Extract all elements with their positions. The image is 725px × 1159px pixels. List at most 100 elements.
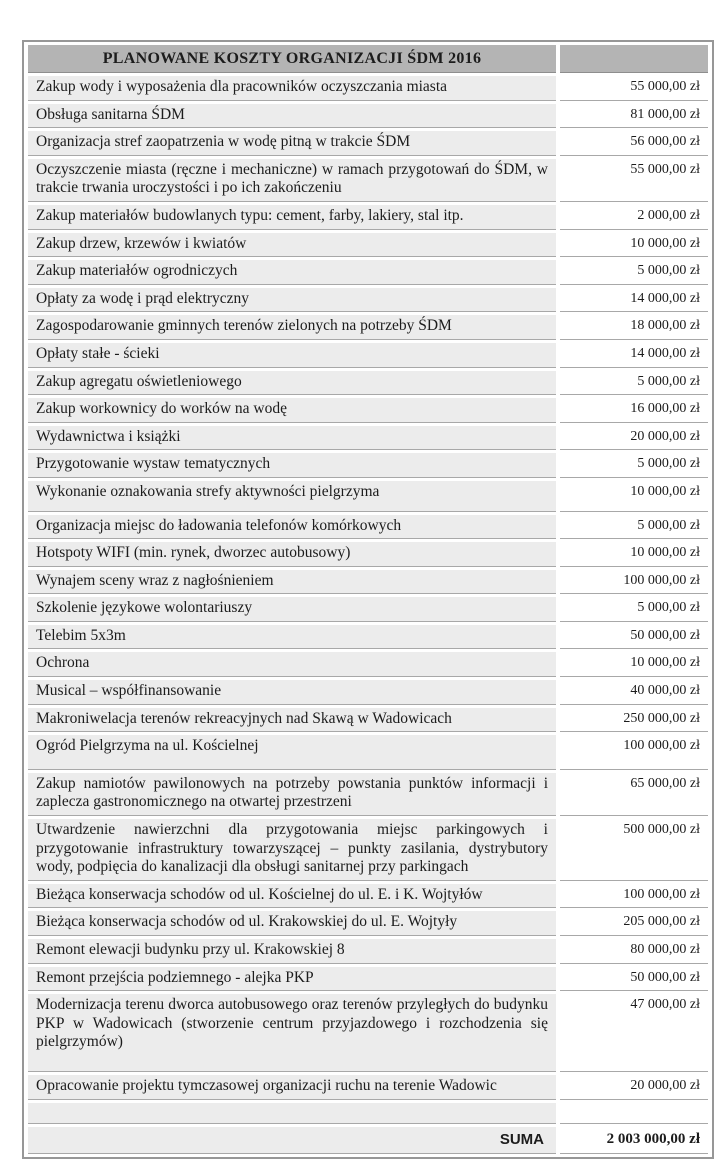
table-row: Makroniwelacja terenów rekreacyjnych nad… [28,707,708,733]
cost-row-amount: 14 000,00 zł [560,287,708,313]
cost-row-label: Musical – współfinansowanie [28,680,556,705]
table-row: Organizacja stref zaopatrzenia w wodę pi… [28,131,708,156]
cost-row-amount: 50 000,00 zł [560,624,708,650]
cost-row-label: Przygotowanie wystaw tematycznych [28,453,556,478]
table-row: Wynajem sceny wraz z nagłośnieniem 100 00… [28,569,708,595]
cost-row-label: Wynajem sceny wraz z nagłośnieniem [28,569,556,595]
cost-row-label: Bieżąca konserwacja schodów od ul. Kości… [28,883,556,909]
table-row: Zakup drzew, krzewów i kwiatów 10 000,00 … [28,232,708,258]
table-row: Opłaty stałe - ścieki 14 000,00 zł [28,342,708,368]
table-row: Zagospodarowanie gminnych terenów zielon… [28,315,708,340]
cost-row-label: Zakup wody i wyposażenia dla pracowników… [28,76,556,101]
cost-row-amount: 2 000,00 zł [560,204,708,230]
cost-row-label: Zakup namiotów pawilonowych na potrzeby … [28,772,556,817]
table-row: Obsługa sanitarna ŚDM 81 000,00 zł [28,103,708,129]
table-title: PLANOWANE KOSZTY ORGANIZACJI ŚDM 2016 [28,45,556,73]
cost-row-amount: 100 000,00 zł [560,883,708,909]
cost-row-amount: 55 000,00 zł [560,158,708,202]
cost-row-amount: 205 000,00 zł [560,911,708,936]
cost-row-label: Hotspoty WIFI (min. rynek, dworzec autob… [28,542,556,567]
cost-row-amount: 5 000,00 zł [560,260,708,285]
summary-amount: 2 003 000,00 zł [560,1126,708,1154]
table-row: Bieżąca konserwacja schodów od ul. Krako… [28,911,708,936]
cost-row-label: Remont elewacji budynku przy ul. Krakows… [28,939,556,964]
cost-row-amount: 56 000,00 zł [560,131,708,156]
table-row: Hotspoty WIFI (min. rynek, dworzec autob… [28,542,708,567]
cost-row-amount: 40 000,00 zł [560,680,708,705]
cost-row-label: Zakup agregatu oświetleniowego [28,370,556,396]
cost-row-label: Utwardzenie nawierzchni dla przygotowani… [28,819,556,881]
table-row: Utwardzenie nawierzchni dla przygotowani… [28,819,708,881]
cost-row-label: Wykonanie oznakowania strefy aktywności … [28,480,556,512]
table-row: Ochrona 10 000,00 zł [28,652,708,678]
table-row: Zakup materiałów budowlanych typu: cemen… [28,204,708,230]
table-row: Opracowanie projektu tymczasowej organiz… [28,1074,708,1100]
cost-row-label: Wydawnictwa i książki [28,425,556,451]
cost-row-label: Obsługa sanitarna ŚDM [28,103,556,129]
table-row: Telebim 5x3m 50 000,00 zł [28,624,708,650]
cost-row-label: Modernizacja terenu dworca autobusowego … [28,994,556,1072]
costs-table: PLANOWANE KOSZTY ORGANIZACJI ŚDM 2016 Za… [22,40,714,1159]
table-row: Zakup wody i wyposażenia dla pracowników… [28,76,708,101]
cost-row-amount: 500 000,00 zł [560,819,708,881]
cost-row-label: Zakup workownicy do worków na wodę [28,398,556,423]
cost-row-amount: 18 000,00 zł [560,315,708,340]
table-row: Wykonanie oznakowania strefy aktywności … [28,480,708,512]
cost-row-label: Opłaty za wodę i prąd elektryczny [28,287,556,313]
empty-row [28,1102,708,1124]
cost-row-label: Opłaty stałe - ścieki [28,342,556,368]
cost-row-label: Ochrona [28,652,556,678]
cost-row-amount: 20 000,00 zł [560,1074,708,1100]
cost-row-amount: 5 000,00 zł [560,453,708,478]
table-header: PLANOWANE KOSZTY ORGANIZACJI ŚDM 2016 [28,45,708,73]
table-row: Organizacja miejsc do ładowania telefonó… [28,514,708,540]
table-row: Remont elewacji budynku przy ul. Krakows… [28,939,708,964]
cost-row-label: Zakup drzew, krzewów i kwiatów [28,232,556,258]
cost-row-amount: 5 000,00 zł [560,597,708,622]
cost-row-amount: 10 000,00 zł [560,652,708,678]
cost-row-label: Szkolenie językowe wolontariuszy [28,597,556,622]
cost-row-label: Ogród Pielgrzyma na ul. Kościelnej [28,735,556,770]
cost-row-label: Telebim 5x3m [28,624,556,650]
table-row: Musical – współfinansowanie 40 000,00 zł [28,680,708,705]
cost-row-amount: 81 000,00 zł [560,103,708,129]
cost-row-amount: 10 000,00 zł [560,232,708,258]
cost-row-amount: 100 000,00 zł [560,735,708,770]
cost-row-label: Organizacja stref zaopatrzenia w wodę pi… [28,131,556,156]
table-header-amount-cell [560,45,708,73]
table-row: Bieżąca konserwacja schodów od ul. Kości… [28,883,708,909]
table-row: Zakup namiotów pawilonowych na potrzeby … [28,772,708,817]
cost-row-amount: 14 000,00 zł [560,342,708,368]
table-row: Zakup materiałów ogrodniczych 5 000,00 zł [28,260,708,285]
table-row: Ogród Pielgrzyma na ul. Kościelnej 100 00… [28,735,708,770]
cost-row-label: Remont przejścia podziemnego - alejka PK… [28,966,556,992]
table-row: Remont przejścia podziemnego - alejka PK… [28,966,708,992]
cost-row-amount: 50 000,00 zł [560,966,708,992]
table-row: Wydawnictwa i książki 20 000,00 zł [28,425,708,451]
cost-row-amount [560,1102,708,1124]
cost-row-label: Organizacja miejsc do ładowania telefonó… [28,514,556,540]
cost-row-label: Makroniwelacja terenów rekreacyjnych nad… [28,707,556,733]
cost-row-amount: 80 000,00 zł [560,939,708,964]
cost-row-label: Zakup materiałów ogrodniczych [28,260,556,285]
table-row: Zakup agregatu oświetleniowego 5 000,00 z… [28,370,708,396]
cost-row-label: Zakup materiałów budowlanych typu: cemen… [28,204,556,230]
cost-row-label: Oczyszczenie miasta (ręczne i mechaniczn… [28,158,556,202]
cost-row-amount: 10 000,00 zł [560,480,708,512]
cost-row-amount: 55 000,00 zł [560,76,708,101]
cost-row-amount: 65 000,00 zł [560,772,708,817]
table-row: Zakup workownicy do worków na wodę 16 000… [28,398,708,423]
table-row: Oczyszczenie miasta (ręczne i mechaniczn… [28,158,708,202]
cost-row-amount: 47 000,00 zł [560,994,708,1072]
table-row: Modernizacja terenu dworca autobusowego … [28,994,708,1072]
table-row: Opłaty za wodę i prąd elektryczny 14 000,… [28,287,708,313]
cost-row-amount: 5 000,00 zł [560,370,708,396]
cost-row-label: Zagospodarowanie gminnych terenów zielon… [28,315,556,340]
summary-label: SUMA [28,1126,556,1154]
cost-row-label: Opracowanie projektu tymczasowej organiz… [28,1074,556,1100]
cost-row-amount: 5 000,00 zł [560,514,708,540]
cost-row-amount: 100 000,00 zł [560,569,708,595]
cost-row-label: Bieżąca konserwacja schodów od ul. Krako… [28,911,556,936]
cost-row-amount: 250 000,00 zł [560,707,708,733]
